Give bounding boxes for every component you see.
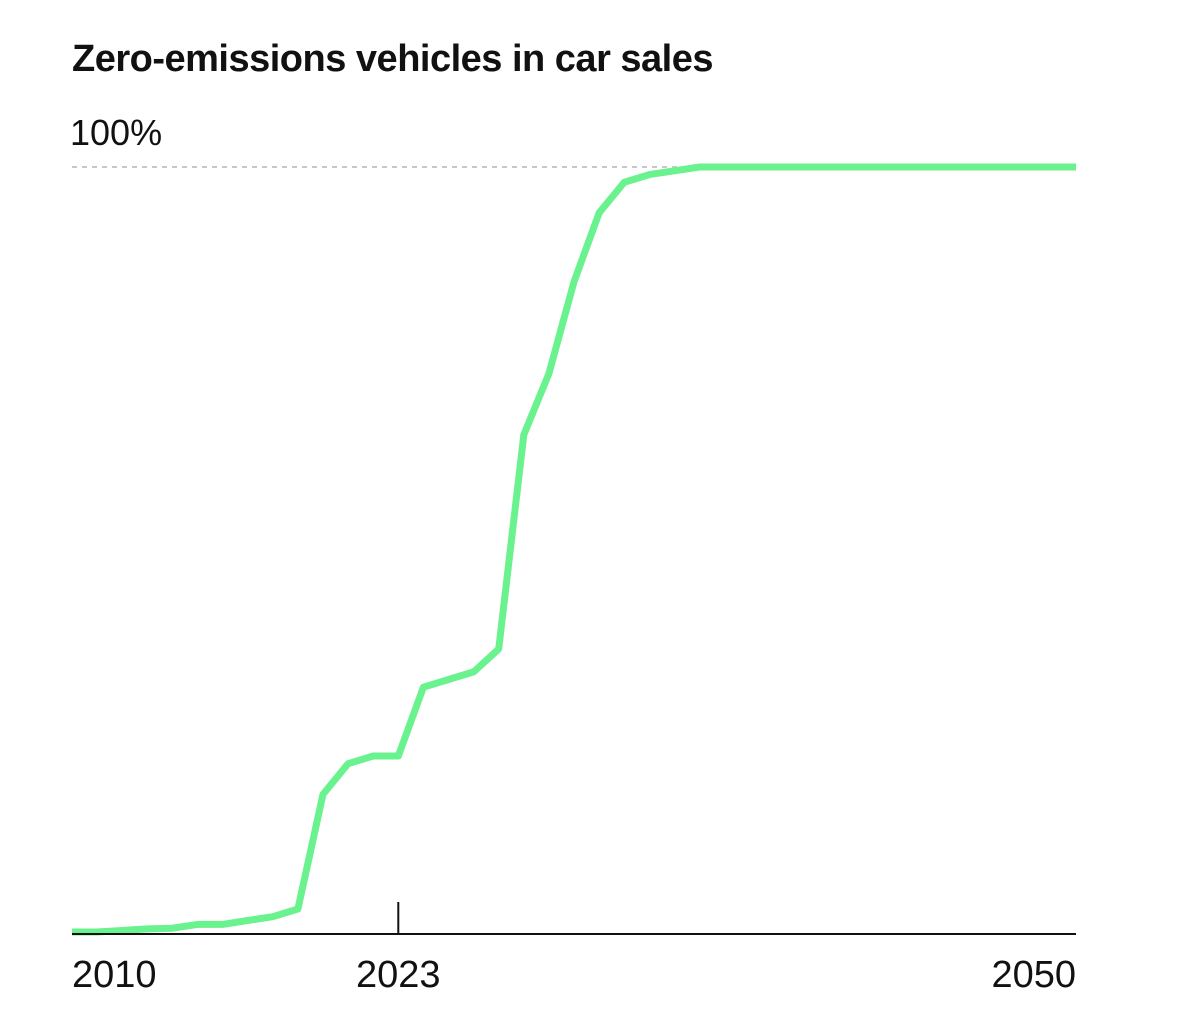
chart-title: Zero-emissions vehicles in car sales	[72, 38, 714, 80]
y-axis-max-label: 100%	[70, 112, 163, 153]
x-tick-label-2050: 2050	[991, 954, 1076, 996]
x-tick-label-2010: 2010	[72, 954, 157, 996]
series-line	[72, 163, 1076, 936]
x-tick-label-2023: 2023	[356, 954, 441, 996]
